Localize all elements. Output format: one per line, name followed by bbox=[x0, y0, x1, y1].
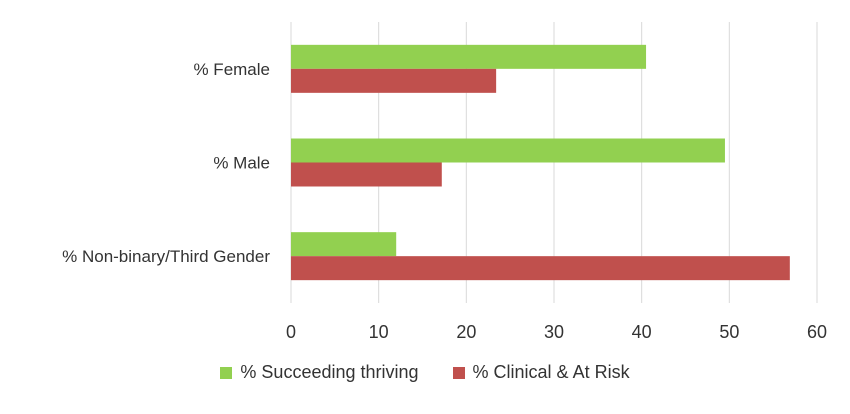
bar-clinical-0 bbox=[291, 68, 497, 93]
legend-item-succeeding: % Succeeding thriving bbox=[220, 362, 419, 383]
x-tick-label: 30 bbox=[544, 322, 564, 342]
legend: % Succeeding thriving % Clinical & At Ri… bbox=[0, 362, 850, 383]
legend-label-clinical: % Clinical & At Risk bbox=[472, 362, 630, 382]
x-tick-label: 50 bbox=[719, 322, 739, 342]
bar-succeeding-2 bbox=[291, 232, 397, 257]
legend-swatch-succeeding bbox=[220, 366, 233, 379]
x-tick-label: 10 bbox=[369, 322, 389, 342]
x-tick-labels: 0 10 20 30 40 50 60 bbox=[286, 322, 827, 342]
legend-swatch-clinical bbox=[452, 366, 465, 379]
x-tick-label: 60 bbox=[807, 322, 827, 342]
category-label: % Female bbox=[193, 60, 270, 79]
legend-label-succeeding: % Succeeding thriving bbox=[240, 362, 419, 382]
bars bbox=[291, 44, 790, 281]
bar-clinical-1 bbox=[291, 162, 442, 187]
bar-clinical-2 bbox=[291, 256, 790, 281]
x-tick-label: 20 bbox=[456, 322, 476, 342]
category-label: % Non-binary/Third Gender bbox=[62, 247, 270, 266]
x-tick-label: 40 bbox=[632, 322, 652, 342]
bar-succeeding-1 bbox=[291, 138, 725, 163]
bar-succeeding-0 bbox=[291, 44, 647, 69]
category-labels: % Female % Male % Non-binary/Third Gender bbox=[62, 60, 270, 266]
x-tick-label: 0 bbox=[286, 322, 296, 342]
legend-item-clinical: % Clinical & At Risk bbox=[452, 362, 630, 383]
category-label: % Male bbox=[213, 154, 270, 173]
